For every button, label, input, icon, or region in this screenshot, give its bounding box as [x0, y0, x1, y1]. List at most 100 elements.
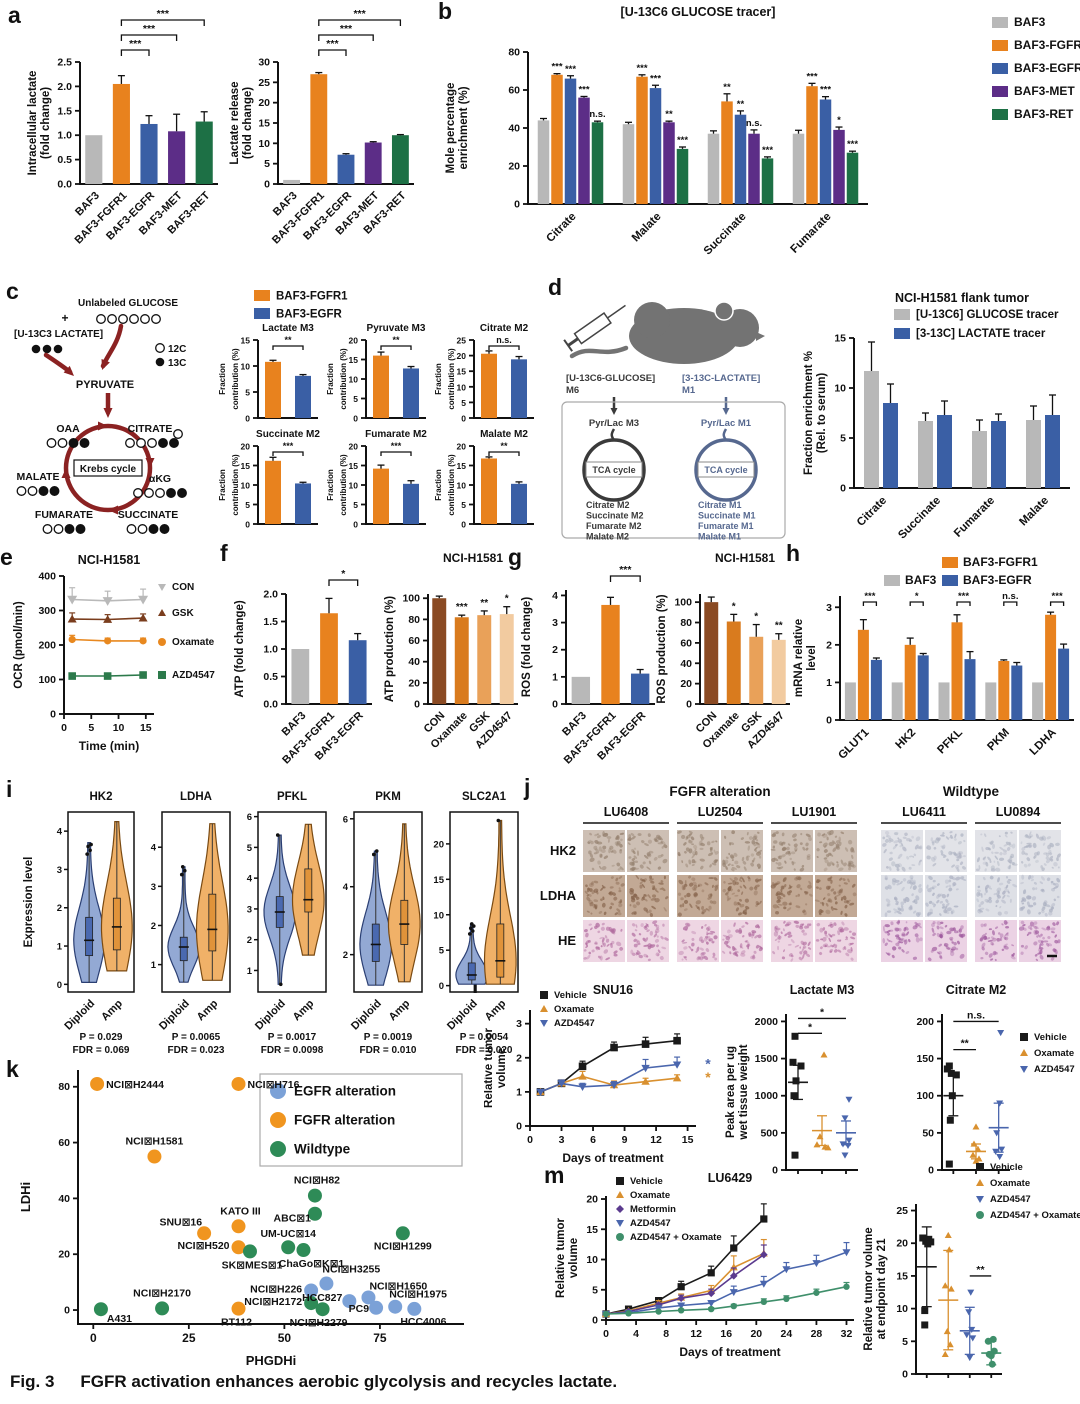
svg-text:*: * [341, 568, 346, 580]
svg-text:Lactate release: Lactate release [229, 81, 241, 164]
panel-e-label: e [0, 544, 13, 570]
svg-text:32: 32 [841, 1328, 853, 1340]
svg-text:HE: HE [558, 933, 576, 948]
svg-text:NCI⊠H2172: NCI⊠H2172 [244, 1296, 302, 1308]
svg-text:[3-13C-LACTATE]: [3-13C-LACTATE] [682, 373, 760, 384]
svg-text:***: *** [820, 85, 831, 96]
svg-text:0: 0 [461, 520, 466, 530]
svg-text:3: 3 [552, 617, 558, 629]
svg-text:20: 20 [433, 839, 444, 850]
svg-text:FDR = 0.023: FDR = 0.023 [168, 1045, 225, 1056]
panel-c-legend: BAF3-FGFR1 BAF3-EGFR [252, 286, 432, 333]
svg-text:15: 15 [586, 1224, 598, 1236]
svg-text:Relative tumor: Relative tumor [555, 1218, 567, 1298]
svg-text:OCR (pmol/min): OCR (pmol/min) [13, 601, 25, 689]
svg-text:(fold change): (fold change) [40, 87, 52, 159]
panel-f-atp-production-chart: NCI-H1581 ATP production (%) 0 20 40 60 80 100 C… [382, 550, 524, 785]
svg-text:LU1901: LU1901 [792, 805, 837, 819]
svg-text:Succinate M1: Succinate M1 [698, 511, 756, 521]
svg-text:Lactate M3: Lactate M3 [790, 983, 855, 997]
svg-text:300: 300 [38, 605, 56, 617]
svg-text:SNU⊠16: SNU⊠16 [159, 1216, 202, 1228]
svg-text:ROS production (%): ROS production (%) [656, 594, 668, 703]
svg-text:FUMARATE: FUMARATE [35, 509, 93, 521]
svg-text:***: *** [1052, 591, 1063, 602]
svg-text:SLC2A1: SLC2A1 [462, 791, 507, 803]
svg-text:Malate M1: Malate M1 [698, 532, 741, 542]
svg-text:0: 0 [527, 1134, 533, 1146]
svg-text:5: 5 [439, 946, 445, 957]
svg-text:0: 0 [686, 699, 692, 711]
svg-text:5: 5 [902, 1336, 908, 1348]
svg-text:15: 15 [258, 118, 270, 130]
svg-text:HK2: HK2 [89, 791, 112, 803]
panel-c-krebs-diagram: Unlabeled GLUCOSE + [U-13C3 LACTATE] 12C 13C… [8, 292, 222, 549]
svg-text:MALATE: MALATE [17, 471, 60, 483]
svg-text:Metformin: Metformin [630, 1204, 676, 1215]
svg-text:HK2: HK2 [894, 727, 919, 752]
panel-k-label: k [6, 1056, 19, 1082]
svg-text:12C: 12C [168, 344, 186, 355]
svg-text:Expression level: Expression level [23, 857, 35, 948]
svg-text:15: 15 [349, 461, 359, 471]
panel-m-lu6429-chart: LU6429 Relative tumor volume 0 5 10 15 20 0 4 8 12 1… [554, 1170, 868, 1385]
svg-text:2: 2 [826, 639, 832, 651]
panel-b-label: b [438, 0, 453, 24]
svg-text:0: 0 [514, 199, 520, 211]
svg-text:10: 10 [457, 481, 467, 491]
svg-text:LU2504: LU2504 [698, 805, 743, 819]
svg-text:4: 4 [552, 590, 558, 602]
svg-text:20: 20 [457, 351, 467, 361]
svg-text:2: 2 [343, 950, 348, 961]
svg-text:ATP (fold change): ATP (fold change) [234, 600, 246, 697]
svg-text:NCI⊠H520: NCI⊠H520 [178, 1240, 230, 1252]
svg-text:Fumarate M2: Fumarate M2 [586, 521, 642, 531]
svg-text:2: 2 [57, 903, 62, 914]
svg-text:*: * [837, 115, 841, 126]
svg-text:TCA cycle: TCA cycle [704, 465, 747, 475]
panel-c-malate-m2-chart: Malate M2 Fraction contribution (%) 0 5 10 15 2… [434, 428, 540, 537]
svg-text:Fumarate: Fumarate [952, 495, 997, 540]
svg-text:5: 5 [264, 158, 270, 170]
svg-text:FDR = 0.0098: FDR = 0.0098 [261, 1045, 324, 1056]
svg-text:***: *** [958, 591, 969, 602]
svg-text:0: 0 [414, 699, 420, 711]
svg-text:100: 100 [38, 674, 56, 686]
svg-text:NCI-H1581: NCI-H1581 [78, 553, 141, 567]
svg-text:n.s.: n.s. [589, 109, 605, 120]
panel-a-label: a [8, 2, 21, 28]
svg-text:NCI⊠H1975: NCI⊠H1975 [389, 1289, 447, 1301]
figure-caption-label: Fig. 3 [10, 1372, 55, 1391]
svg-text:+: + [61, 311, 68, 325]
svg-text:***: *** [677, 135, 688, 146]
svg-text:Fraction: Fraction [218, 363, 227, 395]
svg-text:Oxamate: Oxamate [172, 637, 215, 648]
svg-text:Malate: Malate [630, 211, 664, 245]
svg-text:Succinate: Succinate [896, 495, 943, 542]
panel-f-atp-fold-chart: ATP (fold change) 0.0 0.5 1.0 1.5 2.0 BAF3 BAF3… [230, 550, 382, 785]
svg-text:Citrate M2: Citrate M2 [586, 500, 630, 510]
svg-text:Fraction: Fraction [434, 469, 443, 501]
svg-text:30: 30 [258, 57, 270, 69]
svg-text:Diploid: Diploid [253, 998, 288, 1033]
svg-text:AZD4547: AZD4547 [554, 1018, 595, 1029]
svg-text:Krebs cycle: Krebs cycle [80, 464, 137, 475]
svg-text:A431: A431 [107, 1313, 132, 1325]
svg-text:Diploid: Diploid [157, 998, 192, 1033]
svg-text:Unlabeled GLUCOSE: Unlabeled GLUCOSE [78, 298, 178, 309]
svg-text:5: 5 [840, 433, 846, 445]
svg-text:GLUT1: GLUT1 [836, 726, 872, 762]
svg-text:NCI⊠H2279: NCI⊠H2279 [290, 1317, 348, 1329]
svg-text:60: 60 [408, 635, 420, 647]
svg-text:BAF3-FGFR1: BAF3-FGFR1 [963, 555, 1038, 569]
svg-text:100: 100 [674, 597, 692, 609]
svg-text:0: 0 [57, 980, 62, 991]
svg-text:200: 200 [38, 640, 56, 652]
svg-text:HCC827: HCC827 [302, 1292, 342, 1304]
svg-text:Vehicle: Vehicle [630, 1176, 663, 1187]
svg-text:5: 5 [353, 500, 358, 510]
svg-text:AZD4547: AZD4547 [1034, 1064, 1075, 1075]
svg-text:2: 2 [151, 921, 156, 932]
svg-text:[U-13C6-GLUCOSE]: [U-13C6-GLUCOSE] [566, 373, 655, 384]
